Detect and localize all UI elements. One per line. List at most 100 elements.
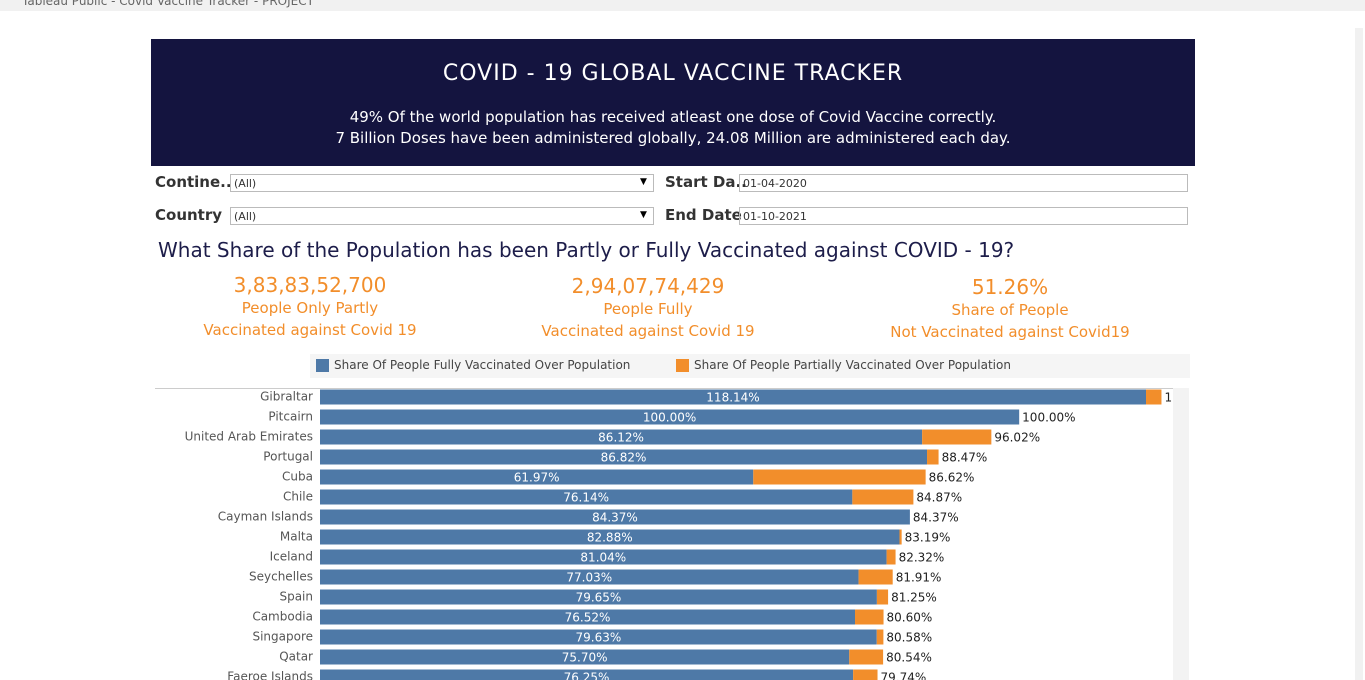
filter-dropdown[interactable]: (All) xyxy=(230,174,654,192)
header-title: COVID - 19 GLOBAL VACCINE TRACKER xyxy=(442,61,904,86)
kpi-label: People Only Partly xyxy=(241,299,379,317)
filter-label: Contine.. xyxy=(155,173,232,191)
bar-segment xyxy=(927,449,939,465)
bar-segment xyxy=(899,529,902,545)
dropdown-arrow[interactable]: ▼ xyxy=(640,177,647,187)
bar-segment xyxy=(320,629,877,645)
y-tick-label: Qatar xyxy=(279,650,313,664)
legend-item[interactable]: Share Of People Partially Vaccinated Ove… xyxy=(676,358,1011,372)
y-tick-label: Faeroe Islands xyxy=(227,670,313,680)
chart-scrollbar[interactable] xyxy=(1173,388,1189,680)
y-tick-label: Chile xyxy=(283,490,313,504)
kpi: 51.26% Share of People Not Vaccinated ag… xyxy=(850,275,1170,343)
y-tick-label: Spain xyxy=(279,590,313,604)
header-line: 7 Billion Doses have been administered g… xyxy=(335,129,1011,147)
bar-label: 84.37% xyxy=(592,511,638,525)
header-line: 49% Of the world population has received… xyxy=(349,108,997,126)
chart-question: What Share of the Population has been Pa… xyxy=(158,238,1015,262)
bar-label: 77.03% xyxy=(566,571,612,585)
bar-label: 75.70% xyxy=(562,651,608,665)
bar-label: 61.97% xyxy=(514,471,560,485)
filter-label: Country xyxy=(155,206,223,224)
bar-segment xyxy=(320,589,877,605)
kpi-label: People Fully xyxy=(603,300,693,318)
bar-segment xyxy=(320,409,1020,425)
total-label: 120.35% xyxy=(1164,391,1173,405)
filter-dropdown[interactable]: (All) xyxy=(230,207,654,225)
total-label: 84.37% xyxy=(913,511,959,525)
y-tick-label: United Arab Emirates xyxy=(185,430,313,444)
total-label: 81.25% xyxy=(891,591,937,605)
kpi-value: 2,94,07,74,429 xyxy=(571,274,725,298)
bar-segment xyxy=(1146,389,1162,405)
bar-label: 100.00% xyxy=(643,411,696,425)
total-label: 79.74% xyxy=(881,671,927,680)
y-tick-label: Gibraltar xyxy=(260,390,313,404)
bar-label: 76.52% xyxy=(565,611,611,625)
total-label: 82.32% xyxy=(899,551,945,565)
legend-swatch xyxy=(316,358,329,372)
bar-label: 76.25% xyxy=(564,671,610,680)
bar-label: 79.63% xyxy=(575,631,621,645)
total-label: 88.47% xyxy=(942,451,988,465)
legend-label: Share Of People Fully Vaccinated Over Po… xyxy=(334,358,631,372)
total-label: 100.00% xyxy=(1022,411,1075,425)
y-tick-label: Iceland xyxy=(270,550,313,564)
filter-label: End Date xyxy=(665,206,742,224)
legend-label: Share Of People Partially Vaccinated Ove… xyxy=(694,358,1011,372)
bar-segment xyxy=(320,389,1147,405)
bar-label: 81.04% xyxy=(580,551,626,565)
y-tick-label: Portugal xyxy=(263,450,313,464)
bar-segment xyxy=(320,569,859,585)
total-label: 80.54% xyxy=(886,651,932,665)
bar-label: 86.82% xyxy=(601,451,647,465)
kpi-label: Vaccinated against Covid 19 xyxy=(541,322,755,340)
dropdown-arrow[interactable]: ▼ xyxy=(640,210,647,220)
bar-label: 118.14% xyxy=(706,391,759,405)
y-tick-label: Malta xyxy=(280,530,313,544)
bar-segment xyxy=(320,489,853,505)
bar-label: 79.65% xyxy=(576,591,622,605)
bar-segment xyxy=(320,549,887,565)
kpi: 3,83,83,52,700 People Only Partly Vaccin… xyxy=(150,273,470,341)
filter-input[interactable]: 01-10-2021 xyxy=(739,207,1188,225)
filter-input[interactable]: 01-04-2020 xyxy=(739,174,1188,192)
legend-item[interactable]: Share Of People Fully Vaccinated Over Po… xyxy=(316,358,630,372)
y-tick-label: Pitcairn xyxy=(268,410,313,424)
window-title: Tableau Public - Covid Vaccine Tracker -… xyxy=(22,0,314,8)
y-tick-label: Cuba xyxy=(282,470,313,484)
kpi-label: Vaccinated against Covid 19 xyxy=(203,321,417,339)
bar-segment xyxy=(858,569,893,585)
bar-label: 76.14% xyxy=(563,491,609,505)
total-label: 96.02% xyxy=(994,431,1040,445)
bar-segment xyxy=(320,529,900,545)
bar-label: 82.88% xyxy=(587,531,633,545)
bar-segment xyxy=(320,469,754,485)
y-tick-label: Cambodia xyxy=(252,610,313,624)
kpi-label: Not Vaccinated against Covid19 xyxy=(890,323,1130,341)
total-label: 81.91% xyxy=(896,571,942,585)
scrollbar[interactable] xyxy=(1355,28,1363,680)
header: COVID - 19 GLOBAL VACCINE TRACKER 49% Of… xyxy=(151,39,1195,166)
kpi: 2,94,07,74,429 People Fully Vaccinated a… xyxy=(488,274,808,342)
chart: Gibraltar 118.14% 120.35% Pitcairn 100.00% 10… xyxy=(155,388,1173,680)
filter-label: Start Da.. xyxy=(665,173,747,191)
bar-segment xyxy=(876,589,889,605)
bar-segment xyxy=(320,669,854,680)
total-label: 83.19% xyxy=(905,531,951,545)
bar-segment xyxy=(320,449,928,465)
total-label: 80.58% xyxy=(886,631,932,645)
bar-segment xyxy=(849,649,884,665)
bar-segment xyxy=(320,649,850,665)
bar-segment xyxy=(852,489,914,505)
kpi-value: 51.26% xyxy=(971,275,1049,299)
bar-segment xyxy=(320,509,910,525)
bar-segment xyxy=(753,469,926,485)
bar-segment xyxy=(886,549,896,565)
total-label: 86.62% xyxy=(929,471,975,485)
bar-segment xyxy=(922,429,992,445)
y-tick-label: Cayman Islands xyxy=(218,510,313,524)
legend: Share Of People Fully Vaccinated Over Po… xyxy=(310,354,1190,378)
bar-segment xyxy=(853,669,878,680)
